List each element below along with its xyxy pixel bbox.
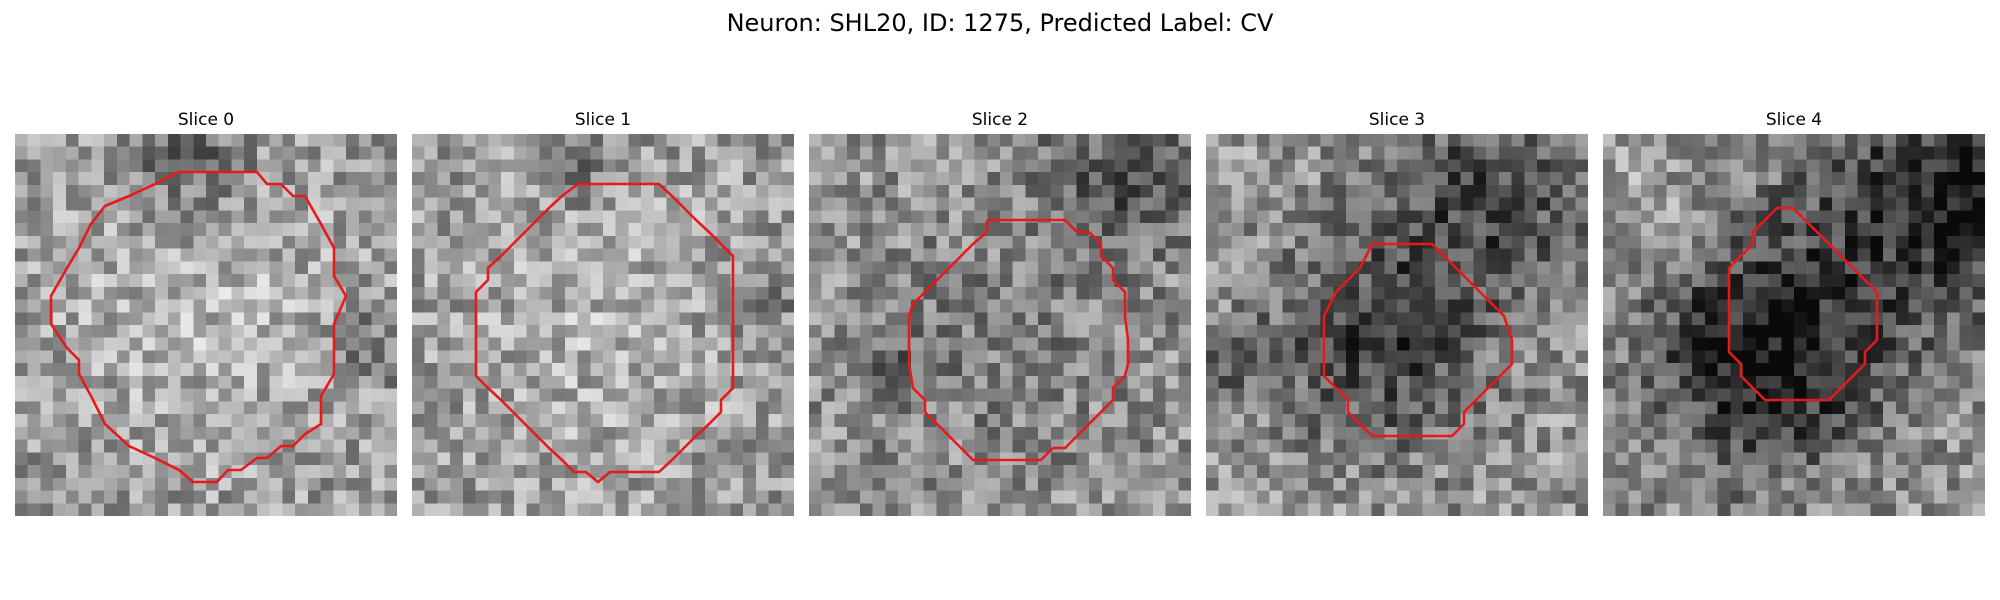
grayscale-image [412,134,794,516]
grayscale-image [15,134,397,516]
slice-image-1 [412,134,794,516]
slice-image-2 [809,134,1191,516]
roi-contour [474,182,735,484]
grayscale-image [1603,134,1985,516]
roi-contour [1727,206,1879,402]
slice-image-0 [15,134,397,516]
slice-title: Slice 3 [1368,110,1426,130]
slice-panel-2: Slice 2 [809,108,1191,516]
roi-contour [907,218,1130,462]
slice-panel-4: Slice 4 [1603,108,1985,516]
slice-image-3 [1206,134,1588,516]
roi-contour [49,170,348,484]
slice-title: Slice 2 [971,110,1029,130]
figure-title: Neuron: SHL20, ID: 1275, Predicted Label… [726,9,1274,37]
slice-title: Slice 1 [574,110,632,130]
slice-panel-0: Slice 0 [15,108,397,516]
slice-image-4 [1603,134,1985,516]
slice-title: Slice 0 [177,110,235,130]
grayscale-image [1206,134,1588,516]
roi-contour [1322,242,1514,438]
slice-panel-3: Slice 3 [1206,108,1588,516]
slice-panel-1: Slice 1 [412,108,794,516]
slice-title: Slice 4 [1765,110,1823,130]
